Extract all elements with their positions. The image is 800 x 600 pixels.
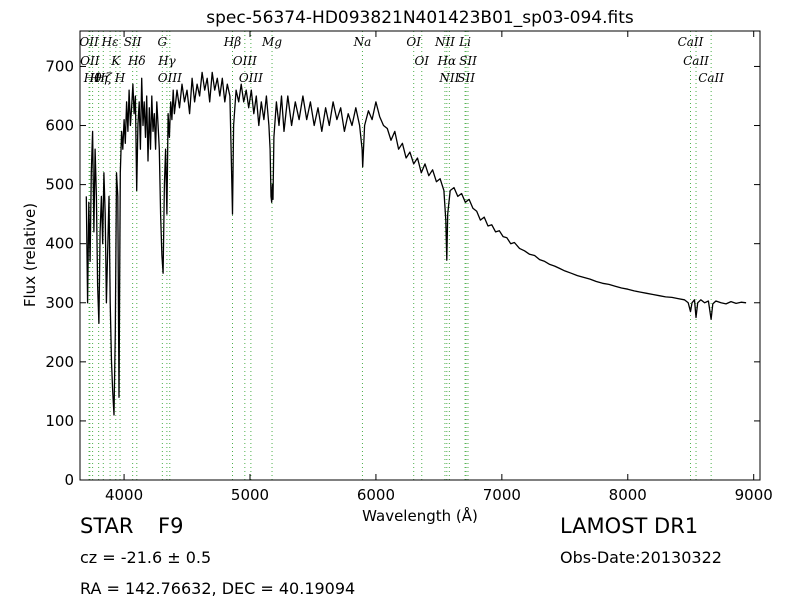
line-label: OI [414, 54, 429, 68]
spectrum-line [85, 71, 747, 416]
observation-date: Obs-Date:20130322 [560, 548, 722, 567]
line-label: G [158, 35, 168, 49]
x-axis-label: Wavelength (Å) [362, 506, 478, 525]
x-tick-label: 8000 [609, 486, 647, 504]
line-label: CaII [683, 54, 709, 68]
y-tick-label: 100 [45, 412, 74, 430]
line-label: Hδ [127, 54, 146, 68]
line-label: CaII [678, 35, 704, 49]
line-label: Hη [89, 71, 108, 85]
y-tick-label: 200 [45, 353, 74, 371]
line-label: OIII [158, 71, 182, 85]
x-tick-label: 7000 [483, 486, 521, 504]
coordinates: RA = 142.76632, DEC = 40.19094 [80, 579, 356, 598]
line-label: SII [459, 54, 477, 68]
y-axis: 0 100 200 300 400 500 600 700 [45, 57, 760, 489]
x-tick-label: 5000 [231, 486, 269, 504]
y-axis-label: Flux (relative) [21, 203, 39, 307]
y-tick-label: 0 [64, 471, 74, 489]
line-label: OII [80, 54, 100, 68]
line-label: NII [434, 35, 455, 49]
line-label: Hζ [94, 71, 113, 85]
spectral-line-markers [88, 31, 712, 480]
line-label: H [114, 71, 126, 85]
line-label: OIII [239, 71, 263, 85]
line-label: K [110, 54, 121, 68]
line-label: Mg [261, 35, 282, 49]
y-tick-label: 700 [45, 57, 74, 75]
line-label: SII [457, 71, 475, 85]
x-axis: 4000 5000 6000 7000 8000 9000 [105, 31, 773, 504]
line-label: Hβ [223, 35, 241, 49]
line-label: OII [79, 35, 99, 49]
x-tick-label: 4000 [105, 486, 143, 504]
line-label: SII [124, 35, 142, 49]
line-label: Hα [437, 54, 457, 68]
survey-name: LAMOST DR1 [560, 514, 699, 538]
x-tick-label: 9000 [735, 486, 773, 504]
line-label: Hθ [83, 71, 102, 85]
line-label: OIII [233, 54, 257, 68]
redshift-value: cz = -21.6 ± 0.5 [80, 548, 212, 567]
line-label: Hγ [157, 54, 176, 68]
chart-title: spec-56374-HD093821N401423B01_sp03-094.f… [206, 8, 634, 28]
y-tick-label: 600 [45, 117, 74, 135]
line-label: NII [438, 71, 459, 85]
object-type: STAR [80, 514, 134, 538]
y-tick-label: 500 [45, 176, 74, 194]
y-tick-label: 400 [45, 235, 74, 253]
y-tick-label: 300 [45, 294, 74, 312]
subclass: F9 [158, 514, 184, 538]
line-label: Li [458, 35, 471, 49]
line-label: Na [353, 35, 372, 49]
line-label: OI [406, 35, 421, 49]
plot-frame [79, 30, 761, 481]
line-label: Hε [101, 35, 119, 49]
line-label: CaII [698, 71, 724, 85]
x-tick-label: 6000 [357, 486, 395, 504]
